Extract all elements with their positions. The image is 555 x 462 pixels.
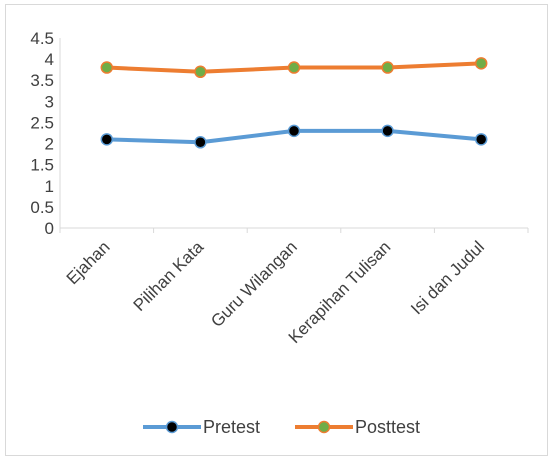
y-tick-label: 0.5 [30, 198, 54, 217]
data-point-0 [100, 133, 114, 146]
x-category-label: Guru Wilangan [207, 237, 301, 331]
x-category-label: Isi dan Judul [407, 237, 488, 318]
x-category-label: Ejahan [63, 237, 114, 288]
y-tick-label: 4.5 [30, 29, 54, 48]
data-point-1 [100, 61, 114, 74]
legend-marker-1 [317, 420, 331, 434]
y-tick-label: 4 [45, 50, 54, 69]
legend-marker-0 [165, 420, 179, 434]
chart-series [100, 57, 488, 149]
y-tick-label: 1.5 [30, 156, 54, 175]
y-tick-label: 2.5 [30, 113, 54, 132]
data-point-1 [287, 61, 301, 74]
legend-label-0: Pretest [203, 417, 260, 437]
chart-axes [59, 38, 528, 229]
y-tick-label: 2 [45, 135, 54, 154]
data-point-0 [381, 124, 394, 138]
x-category-label: Pilihan Kata [130, 237, 208, 315]
x-category-label: Kerapihan Tulisan [285, 237, 395, 347]
y-tick-label: 0 [45, 219, 54, 238]
x-tick-labels: Ejahan Pilihan Kata Guru WilanganKerapihan… [59, 228, 529, 347]
chart-legend: Pretest Posttest [143, 417, 420, 437]
data-point-1 [194, 65, 207, 79]
y-tick-label: 3.5 [30, 71, 54, 90]
chart-frame [5, 4, 548, 456]
legend-label-1: Posttest [355, 417, 420, 437]
data-point-0 [287, 124, 301, 138]
y-tick-label: 1 [45, 177, 54, 196]
y-tick-labels: 0 0.5 1 1.5 2 2.5 3 3.5 4 4.5 [30, 29, 54, 238]
data-point-1 [474, 57, 488, 70]
data-point-1 [381, 61, 394, 74]
data-point-0 [194, 136, 207, 149]
data-point-0 [474, 133, 488, 146]
y-tick-label: 3 [45, 92, 54, 111]
